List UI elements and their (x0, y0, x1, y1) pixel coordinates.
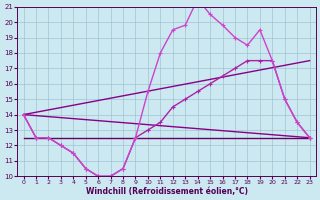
X-axis label: Windchill (Refroidissement éolien,°C): Windchill (Refroidissement éolien,°C) (85, 187, 248, 196)
